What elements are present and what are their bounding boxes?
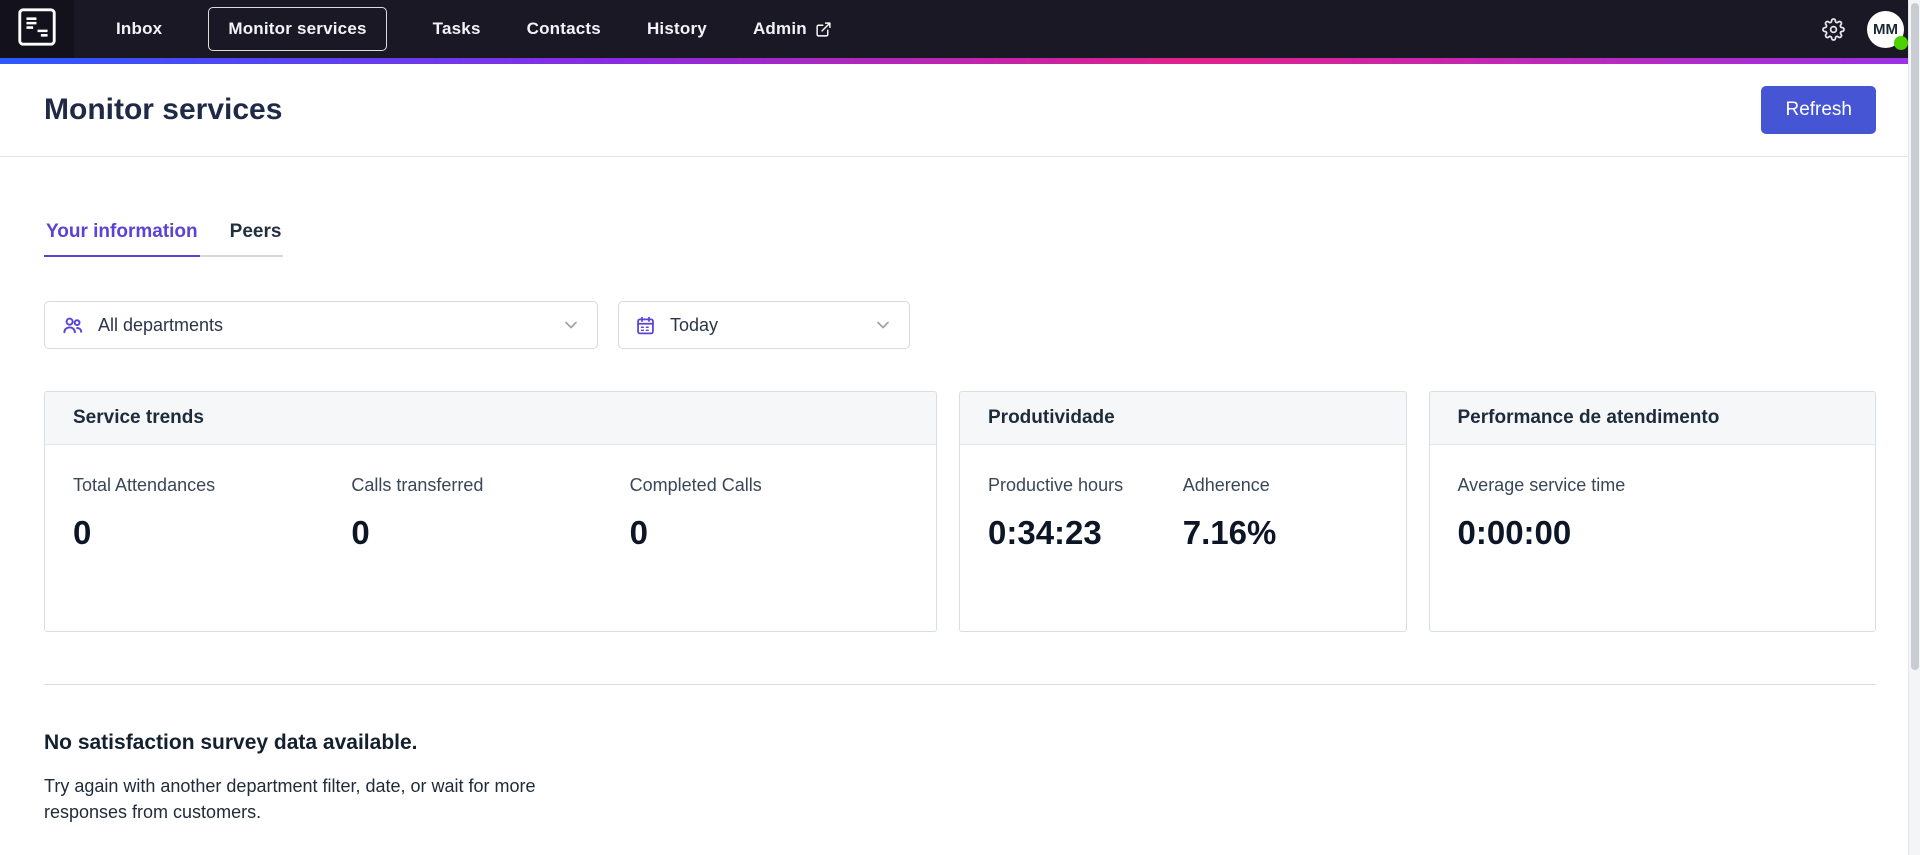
stat-label: Total Attendances	[73, 475, 216, 495]
user-avatar-initials: MM	[1867, 10, 1904, 48]
nav-item-inbox[interactable]: Inbox	[116, 19, 162, 39]
page-title: Monitor services	[44, 93, 283, 126]
section-divider	[44, 684, 1876, 685]
card-performance-atendimento-title: Performance de atendimento	[1429, 392, 1875, 445]
stat-productive-hours: Productive hours 0:34:23	[988, 475, 1183, 552]
card-service-trends-title: Service trends	[45, 392, 936, 445]
card-produtividade-body: Productive hours 0:34:23 Adherence 7.16%	[960, 445, 1406, 582]
nav-item-contacts-label: Contacts	[526, 19, 601, 38]
nav-item-inbox-label: Inbox	[116, 19, 163, 38]
refresh-button[interactable]: Refresh	[1761, 86, 1876, 134]
stat-total-attendances: Total Attendances 0	[73, 475, 351, 552]
stat-value: 0:00:00	[1457, 514, 1572, 551]
users-icon	[61, 314, 84, 337]
settings-gear-icon[interactable]	[1822, 17, 1845, 41]
app-logo[interactable]	[0, 0, 74, 58]
stat-label: Average service time	[1457, 475, 1626, 495]
nav-item-tasks-label: Tasks	[432, 19, 481, 38]
date-filter-select[interactable]: Today	[618, 301, 910, 349]
online-status-dot	[1894, 35, 1908, 50]
stat-average-service-time: Average service time 0:00:00	[1458, 475, 1848, 552]
user-avatar[interactable]: MM	[1867, 10, 1908, 50]
app-logo-icon	[17, 7, 57, 52]
chevron-down-icon	[561, 315, 581, 335]
page-header: Monitor services Refresh	[0, 64, 1920, 157]
nav-item-admin-label: Admin	[752, 19, 807, 38]
card-performance-atendimento-body: Average service time 0:00:00	[1430, 445, 1876, 582]
department-filter-value: All departments	[98, 314, 224, 335]
nav-item-tasks[interactable]: Tasks	[433, 19, 481, 39]
empty-state-title: No satisfaction survey data available.	[44, 731, 418, 754]
topbar-right: MM	[1822, 10, 1920, 50]
vertical-scrollbar[interactable]	[1908, 0, 1920, 855]
filters-row: All departments Today	[44, 301, 1876, 349]
nav-item-monitor-services-label: Monitor services	[228, 19, 367, 38]
tab-your-information[interactable]: Your information	[44, 221, 200, 257]
stat-label: Productive hours	[988, 475, 1124, 495]
card-service-trends-body: Total Attendances 0 Calls transferred 0 …	[45, 445, 936, 582]
nav-item-history-label: History	[646, 19, 707, 38]
nav-item-monitor-services[interactable]: Monitor services	[208, 7, 387, 51]
calendar-icon	[635, 315, 656, 336]
chevron-down-icon	[873, 315, 893, 335]
brand-gradient-bar	[0, 58, 1920, 64]
stats-cards-row: Service trends Total Attendances 0 Calls…	[44, 391, 1876, 632]
empty-state-description: Try again with another department filter…	[44, 776, 536, 823]
stat-value: 0	[73, 514, 92, 551]
main-content: Your information Peers All departments	[0, 157, 1920, 825]
stat-label: Calls transferred	[351, 475, 484, 495]
stat-value: 0:34:23	[988, 514, 1102, 551]
date-filter-value: Today	[670, 314, 719, 335]
main-nav: Inbox Monitor services Tasks Contacts Hi…	[116, 7, 832, 51]
stat-adherence: Adherence 7.16%	[1183, 475, 1378, 552]
stat-value: 7.16%	[1182, 514, 1277, 551]
top-navigation-bar: Inbox Monitor services Tasks Contacts Hi…	[0, 0, 1920, 58]
tabstrip: Your information Peers	[44, 221, 284, 257]
external-link-icon	[815, 21, 832, 38]
stat-label: Adherence	[1182, 475, 1270, 495]
nav-item-history[interactable]: History	[647, 19, 707, 39]
stat-value: 0	[351, 514, 370, 551]
satisfaction-survey-empty-state: No satisfaction survey data available. T…	[44, 731, 1876, 825]
card-performance-atendimento: Performance de atendimento Average servi…	[1428, 391, 1876, 632]
department-filter-select[interactable]: All departments	[44, 301, 598, 349]
stat-completed-calls: Completed Calls 0	[630, 475, 908, 552]
stat-calls-transferred: Calls transferred 0	[351, 475, 629, 552]
nav-item-contacts[interactable]: Contacts	[527, 19, 601, 39]
stat-label: Completed Calls	[629, 475, 762, 495]
nav-item-admin[interactable]: Admin	[753, 19, 832, 39]
tab-peers[interactable]: Peers	[229, 221, 282, 242]
stat-value: 0	[629, 514, 649, 551]
scrollbar-thumb[interactable]	[1911, 3, 1919, 670]
card-service-trends: Service trends Total Attendances 0 Calls…	[44, 391, 937, 632]
card-produtividade-title: Produtividade	[960, 392, 1406, 445]
card-produtividade: Produtividade Productive hours 0:34:23 A…	[959, 391, 1407, 632]
